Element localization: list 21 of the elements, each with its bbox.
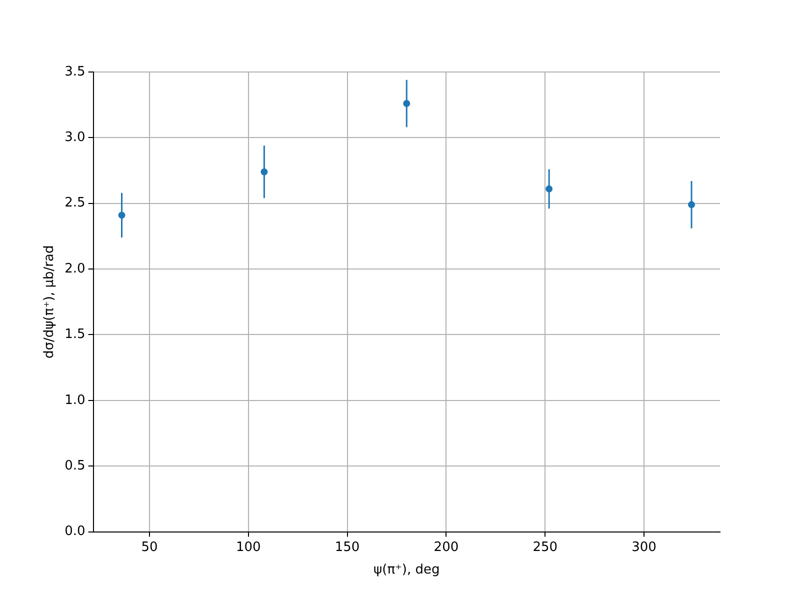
point: [688, 201, 696, 208]
point: [118, 212, 126, 219]
x-tick-label: 300: [632, 540, 656, 555]
x-axis-title: ψ(π⁺), deg: [374, 562, 440, 578]
x-tick-label: 250: [532, 540, 558, 555]
x-tick-label: 200: [434, 540, 459, 555]
x-tick-label: 150: [334, 540, 360, 555]
y-tick-label: 1.0: [64, 392, 86, 408]
y-axis-title: dσ/dψ(π⁺), μb/rad: [42, 245, 58, 359]
x-tick-label: 50: [141, 540, 158, 555]
point: [546, 185, 553, 192]
x-tick-label: 100: [236, 540, 261, 555]
y-tick-label: 2.0: [64, 261, 86, 276]
y-tick-label: 2.5: [64, 196, 86, 211]
y-tick-label: 3.0: [64, 130, 86, 146]
y-tick-label: 1.5: [64, 327, 86, 342]
y-tick-label: 3.5: [64, 64, 86, 80]
y-tick-label: 0.0: [64, 524, 86, 540]
y-tick-label: 0.5: [64, 458, 86, 474]
point: [260, 168, 268, 176]
point: [403, 100, 410, 108]
